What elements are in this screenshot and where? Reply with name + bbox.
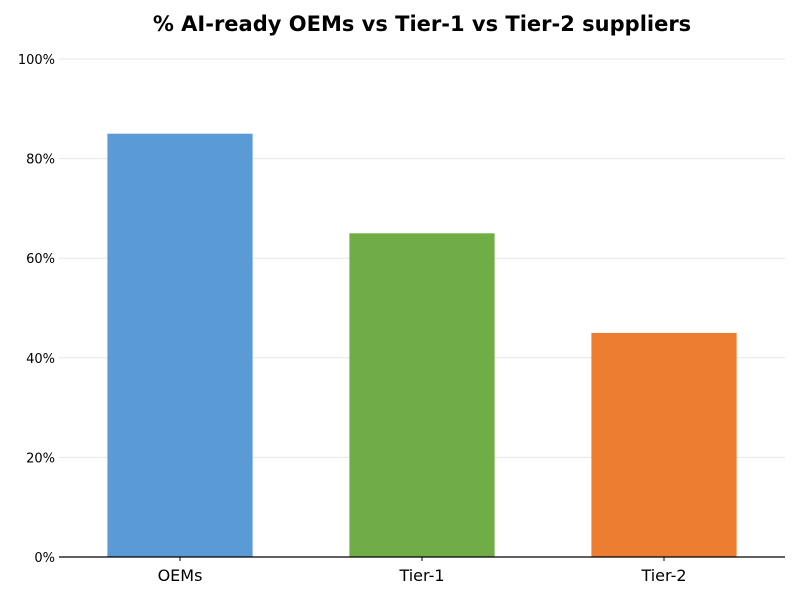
y-axis: 0% 20% 40% 60% 80% 100% (18, 53, 55, 566)
y-tick-label: 60% (26, 252, 55, 267)
chart-title: % AI-ready OEMs vs Tier-1 vs Tier-2 supp… (153, 12, 691, 36)
x-tick-label: OEMs (158, 566, 203, 585)
y-tick-label: 0% (34, 551, 55, 566)
y-tick-label: 40% (26, 352, 55, 367)
x-tick-label: Tier-2 (640, 566, 686, 585)
y-tick-label: 100% (18, 53, 55, 68)
bar-tier-1 (349, 233, 495, 558)
y-tick-label: 20% (26, 451, 55, 466)
bar-oems (107, 133, 253, 557)
x-axis: OEMs Tier-1 Tier-2 (158, 557, 687, 585)
bar-tier-2 (591, 332, 737, 557)
y-tick-label: 80% (26, 153, 55, 168)
bars (107, 133, 737, 558)
x-tick-label: Tier-1 (398, 566, 444, 585)
